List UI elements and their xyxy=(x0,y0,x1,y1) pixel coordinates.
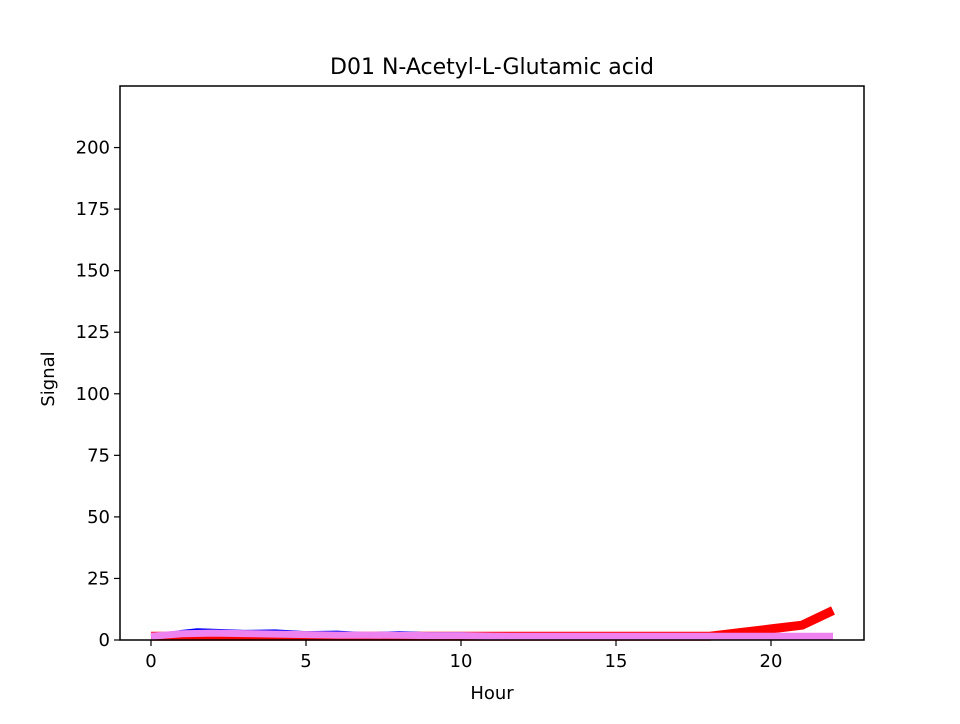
plot-area-frame xyxy=(119,85,865,641)
x-tick-label: 15 xyxy=(605,651,628,672)
x-tick-label: 10 xyxy=(450,651,473,672)
y-tick-label: 75 xyxy=(87,445,110,466)
x-axis-label: Hour xyxy=(470,683,514,704)
y-tick-label: 200 xyxy=(76,138,110,159)
y-tick-label: 25 xyxy=(87,568,110,589)
chart-title: D01 N-Acetyl-L-Glutamic acid xyxy=(330,55,654,80)
y-tick-label: 150 xyxy=(76,261,110,282)
y-tick-label: 50 xyxy=(87,507,110,528)
x-axis-ticks: 0 5 10 15 20 xyxy=(145,640,782,672)
x-tick-label: 20 xyxy=(760,651,783,672)
series-layer xyxy=(150,606,835,641)
y-tick-label: 175 xyxy=(76,199,110,220)
series-line-3 xyxy=(150,629,833,640)
y-tick-label: 125 xyxy=(76,322,110,343)
y-tick-label: 0 xyxy=(99,630,110,651)
x-tick-label: 5 xyxy=(300,651,311,672)
x-tick-label: 0 xyxy=(145,651,156,672)
y-axis-label: Signal xyxy=(38,351,59,406)
y-axis-ticks: 0 25 50 75 100 125 150 175 200 xyxy=(76,138,120,651)
y-tick-label: 100 xyxy=(76,384,110,405)
